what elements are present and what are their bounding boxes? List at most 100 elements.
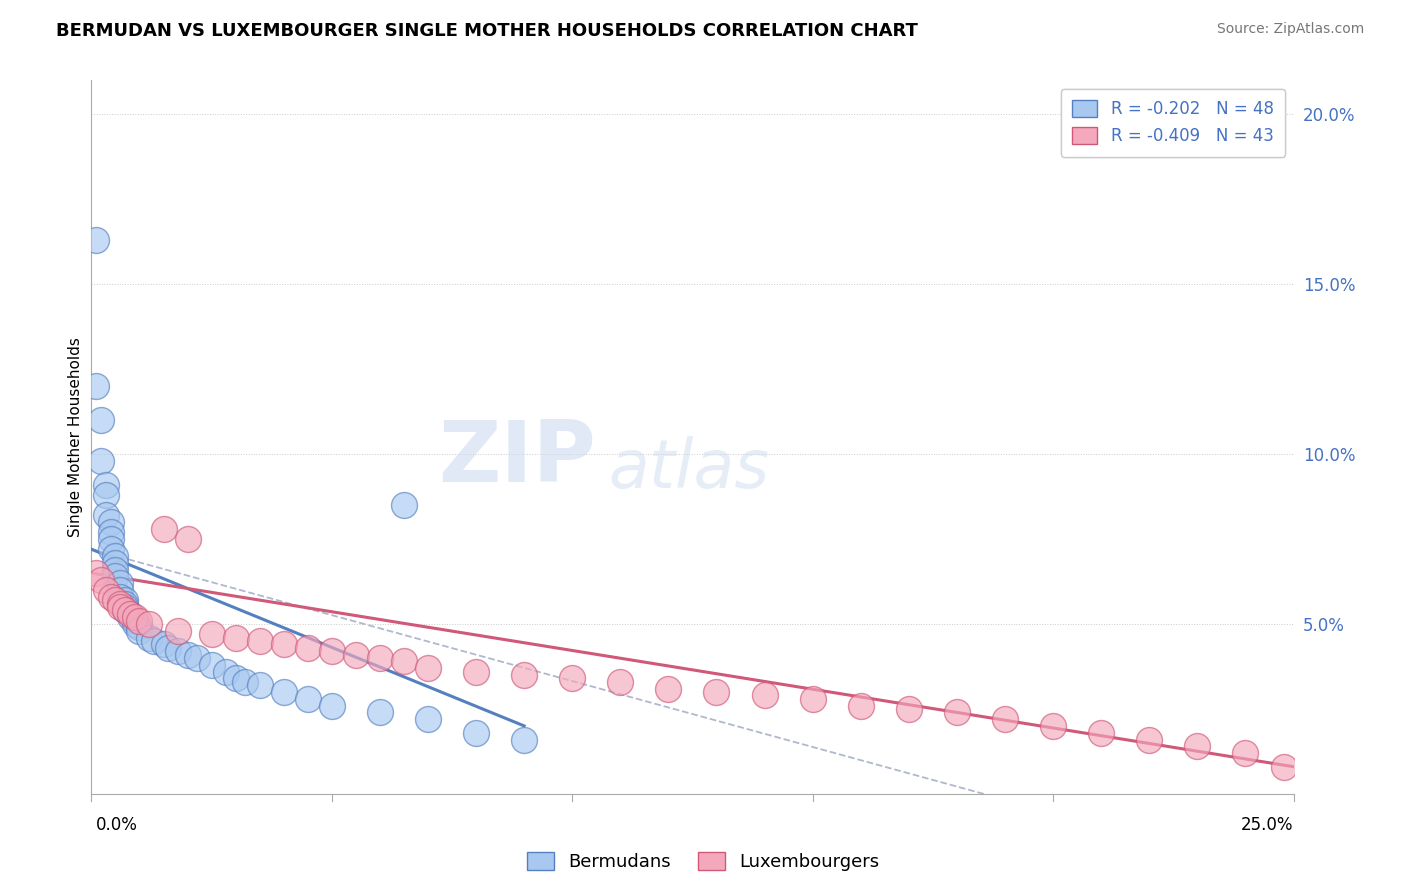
- Point: [104, 563, 127, 577]
- Point: [114, 599, 136, 614]
- Point: [157, 640, 180, 655]
- Point: [225, 671, 247, 685]
- Point: [110, 576, 132, 591]
- Text: atlas: atlas: [609, 436, 769, 502]
- Point: [1137, 732, 1160, 747]
- Point: [561, 671, 583, 685]
- Point: [138, 617, 160, 632]
- Point: [249, 678, 271, 692]
- Point: [994, 712, 1017, 726]
- Point: [124, 614, 146, 628]
- Point: [100, 525, 122, 540]
- Point: [1042, 719, 1064, 733]
- Point: [368, 651, 391, 665]
- Point: [273, 637, 295, 651]
- Point: [128, 620, 150, 634]
- Point: [201, 627, 224, 641]
- Point: [152, 522, 174, 536]
- Point: [416, 712, 439, 726]
- Point: [110, 597, 132, 611]
- Point: [801, 691, 824, 706]
- Point: [84, 233, 107, 247]
- Text: ZIP: ZIP: [439, 417, 596, 500]
- Point: [176, 648, 198, 662]
- Point: [215, 665, 238, 679]
- Point: [110, 599, 132, 614]
- Point: [273, 685, 295, 699]
- Point: [609, 674, 631, 689]
- Point: [1187, 739, 1209, 754]
- Legend: R = -0.202   N = 48, R = -0.409   N = 43: R = -0.202 N = 48, R = -0.409 N = 43: [1060, 88, 1285, 157]
- Point: [84, 379, 107, 393]
- Point: [142, 634, 165, 648]
- Point: [225, 631, 247, 645]
- Point: [118, 607, 141, 621]
- Point: [167, 644, 190, 658]
- Point: [118, 607, 141, 621]
- Point: [128, 624, 150, 638]
- Point: [128, 614, 150, 628]
- Point: [754, 689, 776, 703]
- Point: [465, 725, 488, 739]
- Text: BERMUDAN VS LUXEMBOURGER SINGLE MOTHER HOUSEHOLDS CORRELATION CHART: BERMUDAN VS LUXEMBOURGER SINGLE MOTHER H…: [56, 22, 918, 40]
- Point: [897, 702, 920, 716]
- Point: [110, 590, 132, 604]
- Point: [114, 603, 136, 617]
- Point: [1234, 746, 1257, 760]
- Point: [104, 549, 127, 563]
- Point: [167, 624, 190, 638]
- Point: [104, 593, 127, 607]
- Point: [138, 631, 160, 645]
- Point: [416, 661, 439, 675]
- Point: [657, 681, 679, 696]
- Point: [233, 674, 256, 689]
- Point: [100, 532, 122, 546]
- Point: [118, 610, 141, 624]
- Point: [297, 640, 319, 655]
- Point: [176, 532, 198, 546]
- Point: [94, 488, 117, 502]
- Point: [90, 454, 112, 468]
- Point: [1272, 760, 1295, 774]
- Point: [321, 644, 343, 658]
- Point: [104, 556, 127, 570]
- Point: [201, 657, 224, 672]
- Point: [94, 582, 117, 597]
- Point: [94, 508, 117, 523]
- Point: [392, 654, 415, 668]
- Point: [849, 698, 872, 713]
- Point: [104, 569, 127, 583]
- Point: [344, 648, 367, 662]
- Point: [513, 668, 536, 682]
- Point: [114, 603, 136, 617]
- Point: [124, 610, 146, 624]
- Legend: Bermudans, Luxembourgers: Bermudans, Luxembourgers: [519, 845, 887, 879]
- Y-axis label: Single Mother Households: Single Mother Households: [67, 337, 83, 537]
- Point: [465, 665, 488, 679]
- Point: [1090, 725, 1112, 739]
- Point: [90, 413, 112, 427]
- Point: [249, 634, 271, 648]
- Point: [110, 582, 132, 597]
- Point: [186, 651, 208, 665]
- Point: [297, 691, 319, 706]
- Text: Source: ZipAtlas.com: Source: ZipAtlas.com: [1216, 22, 1364, 37]
- Point: [321, 698, 343, 713]
- Point: [706, 685, 728, 699]
- Point: [392, 498, 415, 512]
- Point: [124, 617, 146, 632]
- Point: [100, 515, 122, 529]
- Point: [114, 597, 136, 611]
- Point: [152, 637, 174, 651]
- Text: 0.0%: 0.0%: [96, 816, 138, 834]
- Point: [84, 566, 107, 580]
- Text: 25.0%: 25.0%: [1241, 816, 1294, 834]
- Point: [114, 593, 136, 607]
- Point: [368, 706, 391, 720]
- Point: [100, 542, 122, 557]
- Point: [100, 590, 122, 604]
- Point: [94, 477, 117, 491]
- Point: [90, 573, 112, 587]
- Point: [946, 706, 969, 720]
- Point: [513, 732, 536, 747]
